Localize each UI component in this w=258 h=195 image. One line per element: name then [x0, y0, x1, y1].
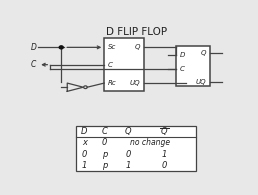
- Text: D: D: [180, 52, 185, 58]
- Text: C: C: [31, 60, 36, 69]
- Text: UQ: UQ: [196, 79, 207, 85]
- Text: Q: Q: [135, 44, 141, 50]
- Text: Sc: Sc: [108, 44, 116, 50]
- Text: 0: 0: [102, 138, 107, 147]
- Text: 1: 1: [162, 150, 167, 159]
- Text: UQ: UQ: [130, 80, 141, 86]
- Text: D: D: [30, 43, 36, 52]
- Bar: [176, 46, 210, 86]
- Bar: [104, 38, 144, 91]
- Text: x: x: [82, 138, 87, 147]
- Text: 0: 0: [126, 150, 131, 159]
- Text: Q: Q: [201, 50, 207, 56]
- Text: C: C: [180, 66, 185, 72]
- Bar: [76, 126, 196, 171]
- Text: p: p: [102, 150, 107, 159]
- Text: p: p: [102, 161, 107, 170]
- Text: D: D: [81, 127, 87, 136]
- Text: no change: no change: [130, 138, 170, 147]
- Text: 1: 1: [82, 161, 87, 170]
- Text: Q: Q: [161, 127, 167, 136]
- Text: 1: 1: [126, 161, 131, 170]
- Text: C: C: [108, 62, 113, 68]
- Text: C: C: [101, 127, 107, 136]
- Text: Rc: Rc: [108, 80, 117, 86]
- Circle shape: [59, 46, 63, 49]
- Text: 0: 0: [82, 150, 87, 159]
- Text: Q: Q: [125, 127, 132, 136]
- Text: D FLIP FLOP: D FLIP FLOP: [106, 27, 167, 37]
- Text: 0: 0: [162, 161, 167, 170]
